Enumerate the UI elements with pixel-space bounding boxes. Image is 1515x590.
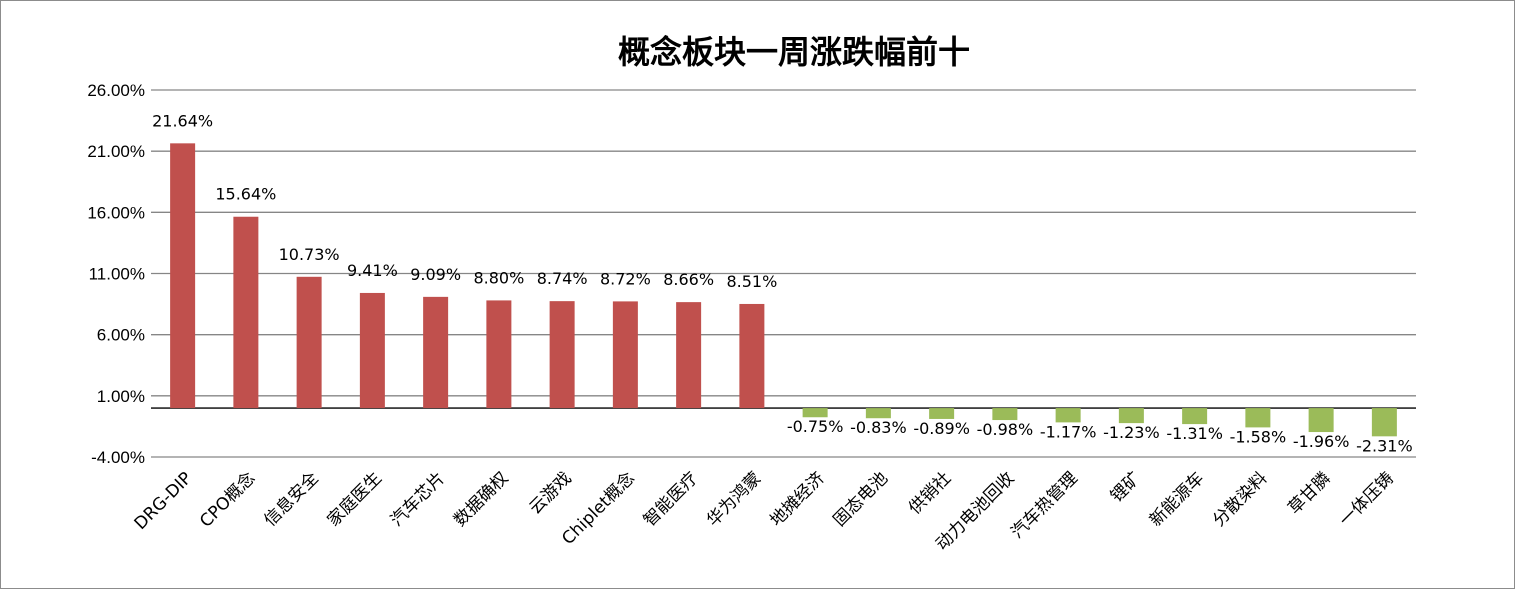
- x-tick-label: 地摊经济: [766, 468, 828, 530]
- y-tick-label: 26.00%: [87, 81, 145, 100]
- data-label: -1.96%: [1293, 432, 1350, 451]
- data-labels: 21.64% 15.64% 10.73% 9.41% 9.09% 8.80% 8.74% 8.…: [152, 111, 1413, 455]
- data-label: 8.74%: [537, 269, 588, 288]
- data-label: 15.64%: [215, 185, 276, 204]
- data-label: -1.17%: [1040, 422, 1097, 441]
- gridlines: [151, 89, 1416, 458]
- x-tick-label: 家庭医生: [324, 468, 386, 530]
- bar: [1245, 408, 1271, 428]
- x-tick-label: 汽车芯片: [387, 468, 449, 530]
- bar: [802, 408, 828, 418]
- x-tick-label: 草甘膦: [1284, 468, 1334, 518]
- y-tick-label: 16.00%: [87, 203, 145, 222]
- bar: [486, 300, 512, 409]
- data-label: 9.09%: [410, 265, 461, 284]
- data-label: 8.51%: [726, 272, 777, 291]
- bar: [1118, 408, 1144, 424]
- data-label: 8.80%: [473, 268, 524, 287]
- bar: [612, 301, 638, 409]
- y-tick-label: -4.00%: [91, 448, 145, 467]
- bar: [549, 301, 575, 409]
- bar: [676, 302, 702, 409]
- data-label: -1.23%: [1103, 423, 1160, 442]
- data-label: -1.31%: [1166, 424, 1223, 443]
- x-tick-label: 数据确权: [450, 468, 512, 530]
- x-tick-label: 新能源车: [1146, 468, 1208, 530]
- data-label: 8.72%: [600, 269, 651, 288]
- bar: [739, 303, 765, 409]
- bar: [423, 296, 449, 409]
- x-tick-label: 供销社: [905, 468, 955, 518]
- bar: [359, 292, 385, 409]
- data-label: 21.64%: [152, 111, 213, 130]
- x-tick-label: 锂矿: [1107, 468, 1145, 506]
- x-tick-label: CPO概念: [195, 468, 259, 532]
- data-label: -2.31%: [1356, 436, 1413, 455]
- bar: [865, 408, 891, 419]
- x-tick-label: 汽车热管理: [1007, 468, 1081, 542]
- x-tick-label: 一体压铸: [1336, 468, 1398, 530]
- data-label: 8.66%: [663, 270, 714, 289]
- x-tick-label: 智能医疗: [640, 468, 702, 530]
- data-label: 10.73%: [279, 245, 340, 264]
- bar: [296, 276, 322, 409]
- bar: [1182, 408, 1208, 425]
- x-tick-label: 分散染料: [1209, 468, 1271, 530]
- x-tick-label: 云游戏: [525, 468, 575, 518]
- bars: [170, 143, 1397, 437]
- bar: [233, 216, 259, 409]
- data-label: -0.89%: [913, 419, 970, 438]
- bar: [929, 408, 955, 419]
- chart-title: 概念板块一周涨跌幅前十: [618, 33, 970, 71]
- x-tick-label: 信息安全: [260, 468, 322, 530]
- x-tick-label: 华为鸿蒙: [703, 468, 765, 530]
- bar: [1055, 408, 1081, 423]
- data-label: -0.98%: [977, 420, 1034, 439]
- data-label: -1.58%: [1230, 427, 1287, 446]
- data-label: -0.75%: [787, 417, 844, 436]
- x-axis-category-labels: DRG-DIP CPO概念 信息安全 家庭医生 汽车芯片 数据确权 云游戏Chiplet概念…: [131, 468, 1398, 555]
- data-label: 9.41%: [347, 261, 398, 280]
- bar: [1308, 408, 1334, 433]
- x-tick-label: DRG-DIP: [131, 468, 196, 533]
- bar: [992, 408, 1018, 421]
- y-tick-label: 1.00%: [97, 387, 145, 406]
- y-axis-tick-labels: 26.00% 21.00% 16.00% 11.00% 6.00% 1.00% -4.00%: [87, 81, 145, 467]
- y-tick-label: 21.00%: [87, 142, 145, 161]
- data-label: -0.83%: [850, 418, 907, 437]
- y-tick-label: 11.00%: [89, 265, 145, 284]
- bar: [170, 143, 196, 409]
- bar: [1371, 408, 1397, 437]
- y-tick-label: 6.00%: [97, 326, 145, 345]
- x-tick-label: 固态电池: [830, 468, 892, 530]
